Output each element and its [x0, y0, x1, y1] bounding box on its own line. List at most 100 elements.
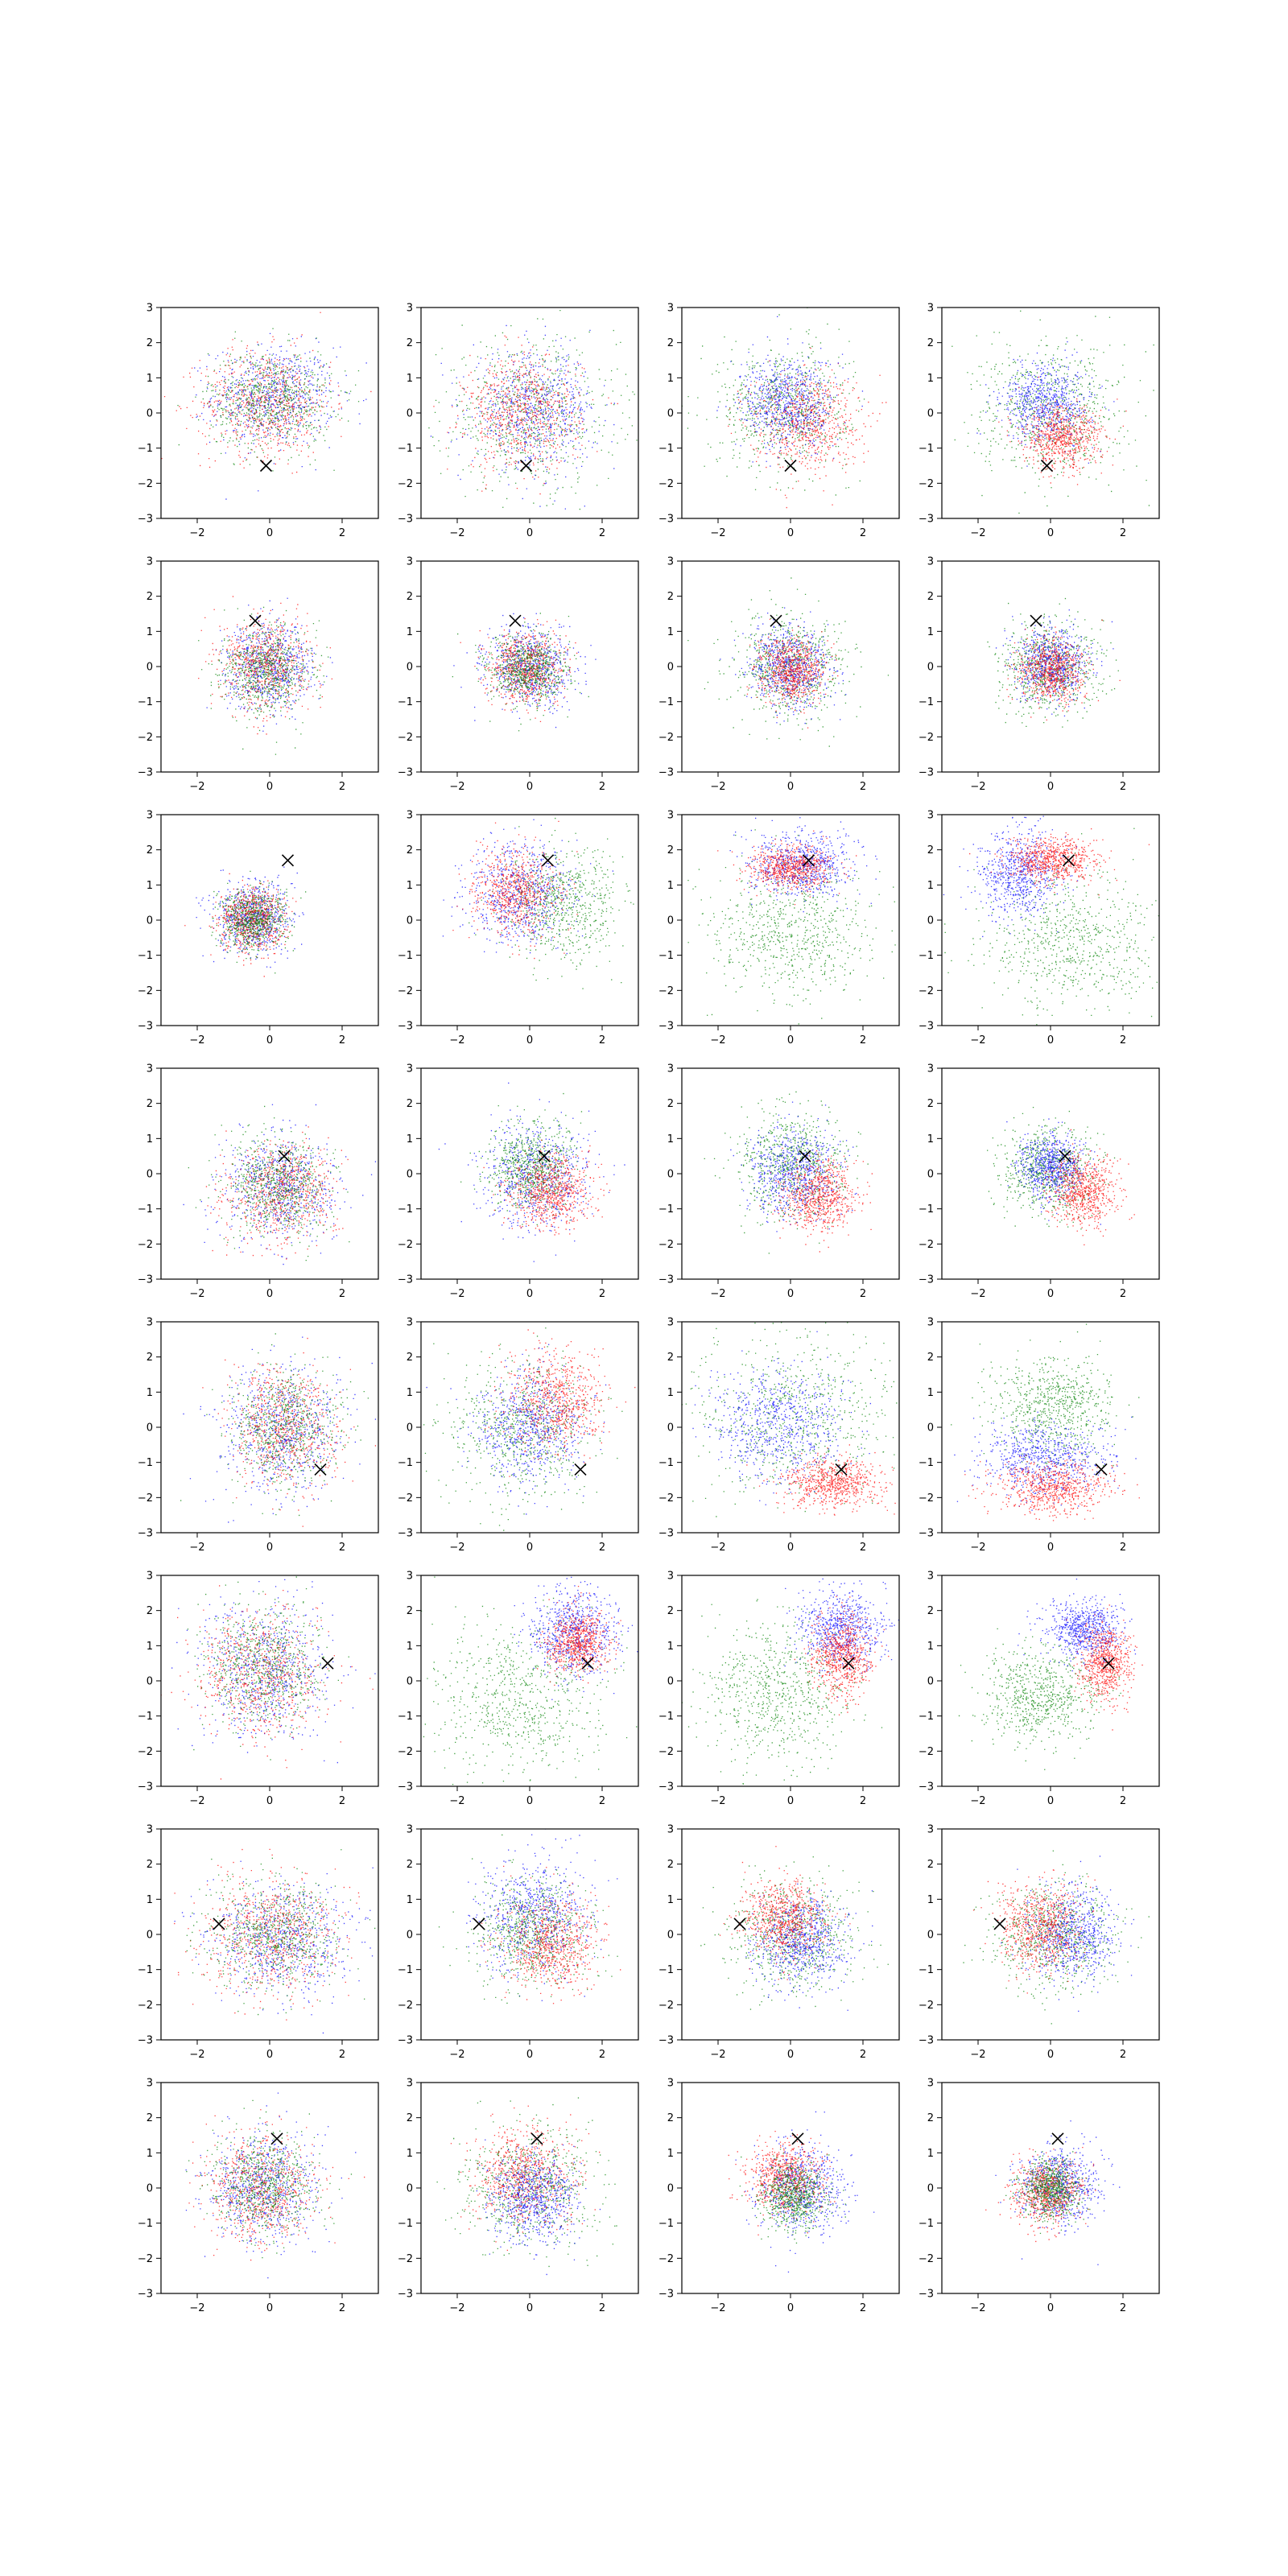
y-tick-label: 1 [407, 1894, 413, 1906]
panel-r7-c1: −2 0 2 3 2 1 0 −1 −2 −3 [138, 1824, 379, 2061]
green-point-cloud [944, 828, 1159, 1026]
y-tick-label: 0 [927, 2183, 934, 2195]
green-series-points [944, 828, 1159, 1026]
y-tick-label: −3 [398, 2035, 413, 2047]
y-tick-label: 3 [407, 2078, 413, 2090]
y-tick-label: −3 [658, 1274, 674, 1286]
y-tick-label: 0 [667, 408, 674, 420]
axes-frame [941, 1067, 1160, 1280]
x-tick-label: 2 [599, 2302, 605, 2314]
red-series-points [202, 1337, 377, 1527]
y-tick-label: −3 [398, 767, 413, 779]
y-tick-label: −2 [398, 1492, 413, 1505]
x-tick-label: 0 [266, 2302, 273, 2314]
green-point-cloud [188, 1105, 350, 1261]
y-tick-label: 0 [927, 915, 934, 927]
y-tick-label: −1 [919, 696, 934, 708]
x-tick-label: 2 [860, 527, 866, 539]
y-tick-label: 2 [407, 1859, 413, 1871]
x-marker [270, 2132, 283, 2145]
y-tick-label: 1 [407, 880, 413, 892]
x-tick-label: 0 [787, 527, 794, 539]
x-marker [213, 1918, 225, 1930]
y-tick-label: −3 [138, 1274, 153, 1286]
y-tick-label: 1 [147, 626, 153, 638]
y-tick-label: 1 [667, 1133, 674, 1146]
x-tick-label: −2 [449, 1034, 464, 1046]
y-tick-label: −1 [919, 1203, 934, 1216]
green-series-points [436, 2097, 617, 2268]
red-series-points [972, 1869, 1096, 1994]
red-series-points [483, 1139, 611, 1236]
y-tick-label: −2 [658, 1239, 674, 1251]
y-tick-label: 2 [407, 2112, 413, 2124]
red-point-cloud [964, 1447, 1140, 1521]
y-tick-label: −3 [658, 1021, 674, 1033]
red-point-cloud [480, 1865, 621, 2004]
x-tick-label: 2 [1120, 2302, 1126, 2314]
y-tick-label: 2 [407, 1098, 413, 1110]
green-point-cloud [682, 1599, 883, 1785]
y-tick-label: −2 [138, 478, 153, 490]
red-point-cloud [452, 820, 578, 960]
green-series-points [704, 1091, 869, 1254]
blue-series-points [466, 1829, 618, 2001]
y-tick-label: 1 [927, 880, 934, 892]
blue-point-cloud [730, 1101, 857, 1232]
y-tick-label: −2 [919, 1746, 934, 1758]
red-point-cloud [972, 1869, 1096, 1994]
green-series-points [177, 328, 360, 472]
y-tick-label: 3 [147, 556, 153, 568]
red-point-cloud [728, 347, 887, 509]
y-tick-label: −1 [919, 1457, 934, 1469]
x-tick-label: −2 [449, 1288, 464, 1300]
panel-r2-c3: −2 0 2 3 2 1 0 −1 −2 −3 [658, 556, 900, 793]
y-tick-label: 1 [927, 1133, 934, 1146]
green-series-points [682, 1599, 883, 1785]
red-series-points [198, 596, 332, 735]
axes-frame [160, 560, 379, 773]
y-tick-label: 2 [147, 2112, 153, 2124]
x-tick-label: −2 [710, 1542, 725, 1554]
green-series-points [438, 1834, 618, 2004]
blue-point-cloud [206, 597, 333, 732]
blue-series-points [194, 332, 367, 500]
x-tick-label: 0 [1047, 2049, 1054, 2061]
green-series-points [963, 1850, 1150, 2025]
y-tick-label: −2 [138, 2253, 153, 2265]
y-tick-label: −3 [398, 1528, 413, 1540]
x-tick-label: 0 [266, 1288, 273, 1300]
y-tick-label: 1 [667, 1894, 674, 1906]
y-tick-label: −2 [658, 478, 674, 490]
y-tick-label: −2 [138, 732, 153, 744]
x-marker [770, 614, 782, 627]
axes-frame [420, 1575, 639, 1787]
x-tick-label: 0 [526, 1795, 533, 1807]
blue-point-cloud [1018, 1579, 1137, 1672]
x-tick-label: −2 [970, 527, 985, 539]
red-series-points [728, 347, 887, 509]
red-series-points [1042, 1129, 1135, 1245]
y-tick-label: −1 [658, 443, 674, 455]
y-tick-label: 1 [667, 1641, 674, 1653]
blue-point-cloud [430, 324, 615, 510]
panel-r3-c4: −2 0 2 3 2 1 0 −1 −2 −3 [919, 810, 1160, 1046]
green-point-cloud [180, 1333, 369, 1517]
y-tick-label: −3 [658, 514, 674, 526]
x-tick-label: 0 [266, 1542, 273, 1554]
blue-series-points [745, 1883, 873, 2011]
axes-frame [160, 1067, 379, 1280]
y-tick-label: 2 [147, 844, 153, 857]
y-tick-label: 3 [407, 1571, 413, 1583]
panel-r4-c2: −2 0 2 3 2 1 0 −1 −2 −3 [398, 1063, 639, 1300]
y-tick-label: 2 [927, 337, 934, 349]
x-tick-label: 0 [526, 1542, 533, 1554]
y-tick-label: 2 [147, 1098, 153, 1110]
x-tick-label: 0 [266, 781, 273, 793]
green-series-points [460, 1092, 587, 1225]
y-tick-label: 1 [927, 1641, 934, 1653]
y-tick-label: −2 [398, 732, 413, 744]
x-tick-label: 0 [1047, 527, 1054, 539]
x-marker [1051, 2132, 1064, 2145]
x-tick-label: 2 [599, 2049, 605, 2061]
